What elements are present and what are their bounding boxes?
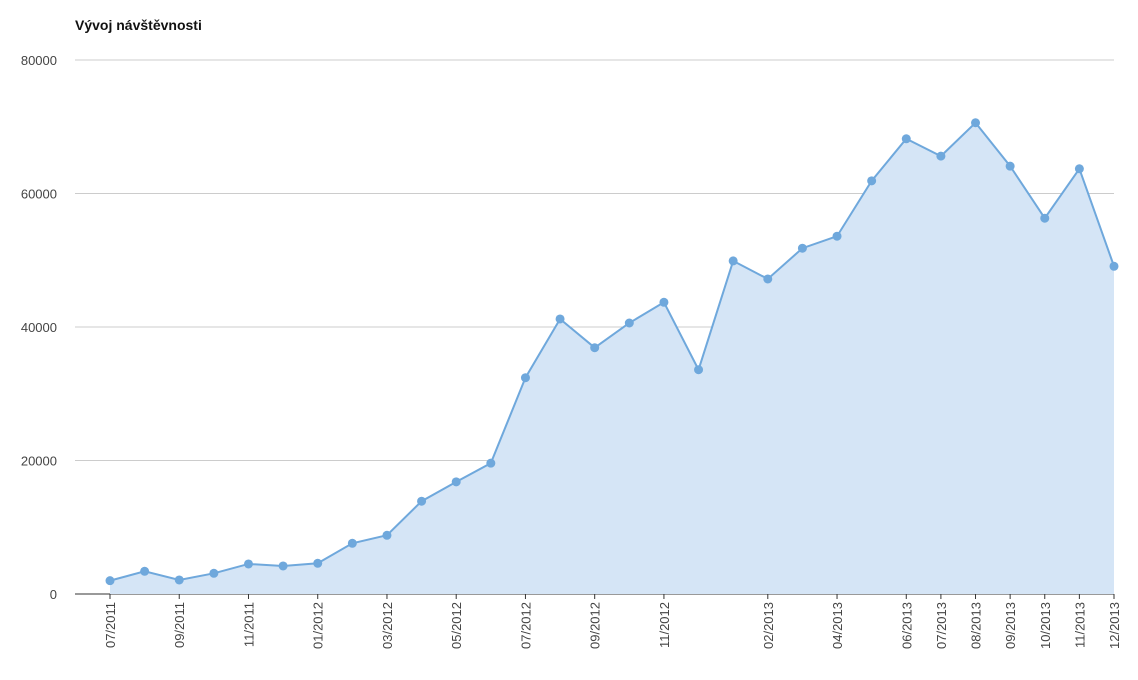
x-tick-label: 08/2013	[969, 602, 984, 649]
point	[105, 576, 115, 586]
point	[486, 458, 496, 468]
chart-title: Vývoj návštěvnosti	[75, 17, 202, 33]
x-tick-label: 10/2013	[1038, 602, 1053, 649]
x-tick-label: 07/2011	[103, 602, 118, 648]
point	[278, 561, 288, 571]
x-tick-label: 01/2012	[311, 602, 326, 649]
x-tick-label: 11/2012	[657, 602, 672, 648]
area	[110, 122, 1114, 595]
point	[243, 559, 253, 569]
x-tick-label: 09/2011	[172, 602, 187, 648]
point	[728, 256, 738, 266]
x-tick-label: 07/2012	[518, 602, 533, 649]
x-tick-label: 06/2013	[899, 602, 914, 649]
point	[1005, 161, 1015, 171]
point	[901, 134, 911, 144]
x-tick-label: 12/2013	[1107, 602, 1122, 649]
point	[417, 496, 427, 506]
point	[1040, 213, 1050, 223]
x-tick-label: 07/2013	[934, 602, 949, 649]
point	[140, 566, 150, 576]
y-tick-label: 0	[50, 587, 57, 602]
x-tick-label: 03/2012	[380, 602, 395, 649]
point	[520, 373, 530, 383]
point	[382, 530, 392, 540]
point	[971, 118, 981, 128]
x-tick-label: 09/2012	[588, 602, 603, 649]
point	[347, 538, 357, 548]
y-tick-label: 20000	[21, 454, 57, 469]
point	[451, 477, 461, 487]
point	[832, 231, 842, 241]
point	[209, 568, 219, 578]
x-tick-label: 11/2011	[241, 602, 256, 647]
point	[1109, 261, 1119, 271]
x-tick-label: 05/2012	[449, 602, 464, 649]
y-tick-label: 80000	[21, 53, 57, 68]
point	[555, 314, 565, 324]
point	[659, 297, 669, 307]
point	[694, 365, 704, 375]
line	[109, 121, 1115, 582]
point	[1074, 164, 1084, 174]
point	[313, 558, 323, 568]
y-tick-label: 40000	[21, 320, 57, 335]
x-tick-label: 09/2013	[1003, 602, 1018, 649]
y-tick-label: 60000	[21, 187, 57, 202]
point	[763, 274, 773, 284]
point	[867, 176, 877, 186]
x-tick-label: 11/2013	[1072, 602, 1087, 648]
x-tick-label: 02/2013	[761, 602, 776, 649]
point	[797, 243, 807, 253]
point	[936, 151, 946, 161]
point	[624, 318, 634, 328]
point	[174, 575, 184, 585]
x-tick-label: 04/2013	[830, 602, 845, 649]
point	[590, 343, 600, 353]
